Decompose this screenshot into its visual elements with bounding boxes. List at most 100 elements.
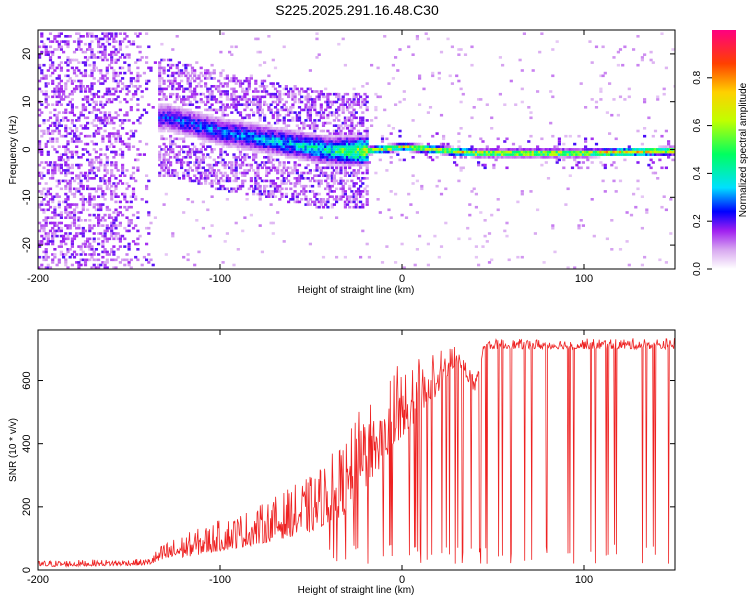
heat-cell (276, 121, 280, 125)
heat-cell (627, 148, 631, 151)
heat-cell (125, 87, 129, 91)
heat-cell (284, 134, 288, 138)
heat-cell (516, 150, 520, 154)
heat-cell (287, 179, 291, 183)
heat-cell (352, 116, 356, 120)
heat-cell (409, 142, 413, 146)
heat-cell (315, 134, 319, 138)
heat-cell (341, 106, 345, 109)
heat-cell (341, 192, 345, 196)
heat-cell (64, 163, 68, 167)
heat-cell (193, 87, 197, 91)
heat-cell (46, 150, 50, 154)
heat-cell (308, 156, 312, 159)
heat-cell (271, 166, 275, 170)
heat-cell (92, 106, 96, 109)
heat-cell (160, 169, 164, 172)
heat-cell (352, 145, 356, 148)
heat-cell (59, 32, 63, 35)
heat-cell (656, 95, 660, 99)
heat-cell (627, 153, 631, 156)
heat-cell (394, 148, 398, 151)
heat-cell (81, 198, 85, 201)
heat-cell (356, 205, 361, 209)
heat-cell (116, 211, 120, 214)
heat-cell (204, 124, 208, 127)
heat-cell (219, 71, 223, 75)
heat-cell (664, 208, 668, 212)
heat-cell (315, 192, 319, 196)
heat-cell (232, 142, 236, 146)
heat-cell (112, 121, 116, 125)
heat-cell (88, 90, 92, 93)
heat-cell (66, 63, 70, 67)
heat-cell (173, 142, 177, 146)
heat-cell (103, 250, 107, 254)
heat-cell (44, 85, 48, 88)
heat-cell (206, 71, 210, 75)
heat-cell (341, 127, 345, 130)
heat-cell (658, 158, 662, 162)
heat-cell (42, 74, 46, 78)
heat-cell (105, 40, 109, 43)
heat-cell (99, 177, 103, 180)
heat-cell (348, 145, 352, 148)
heat-cell (335, 92, 339, 96)
heat-cell (271, 95, 275, 99)
heat-cell (44, 48, 48, 51)
heat-cell (64, 258, 68, 262)
heat-cell (64, 127, 68, 130)
heat-cell (75, 85, 79, 88)
heat-cell (208, 108, 212, 112)
colorbar-tick-label: 0.0 (692, 262, 703, 276)
heat-cell (105, 163, 109, 167)
heat-cell (341, 148, 345, 151)
heat-cell (289, 187, 293, 191)
heat-cell (184, 132, 188, 135)
heat-cell (365, 203, 369, 206)
heat-cell (276, 129, 280, 133)
heat-cell (317, 92, 321, 96)
heat-cell (271, 116, 275, 120)
heat-cell (474, 156, 478, 159)
heat-cell (46, 37, 50, 41)
heat-cell (289, 140, 293, 143)
heat-cell (418, 134, 422, 138)
heat-cell (175, 121, 179, 125)
heat-cell (81, 226, 85, 230)
heat-cell (219, 153, 223, 156)
heat-cell (131, 42, 136, 46)
heat-cell (55, 140, 59, 143)
heat-cell (53, 35, 57, 38)
heat-cell (361, 137, 365, 141)
heat-cell (66, 213, 70, 217)
heat-cell (297, 116, 302, 120)
heat-cell (319, 106, 323, 109)
heat-cell (99, 37, 103, 41)
heat-cell (335, 129, 339, 133)
heat-cell (173, 132, 177, 135)
heat-cell (247, 79, 251, 83)
heat-cell (236, 248, 240, 251)
heat-cell (256, 174, 260, 177)
heat-cell (273, 134, 278, 138)
heat-cell (608, 153, 612, 156)
heat-cell (83, 245, 88, 248)
heat-cell (627, 263, 631, 267)
heat-cell (461, 148, 465, 151)
heat-cell (667, 145, 671, 148)
heat-cell (166, 127, 171, 130)
heat-cell (300, 108, 304, 112)
heat-cell (304, 95, 308, 99)
heat-cell (225, 142, 229, 146)
heat-cell (249, 184, 253, 188)
heat-cell (64, 261, 68, 264)
heat-cell (361, 153, 365, 156)
heat-cell (457, 237, 461, 241)
heat-cell (341, 100, 345, 104)
heat-cell (197, 161, 201, 164)
heat-cell (166, 74, 171, 78)
heat-cell (370, 124, 374, 127)
heat-cell (162, 106, 166, 109)
heat-cell (282, 116, 286, 120)
